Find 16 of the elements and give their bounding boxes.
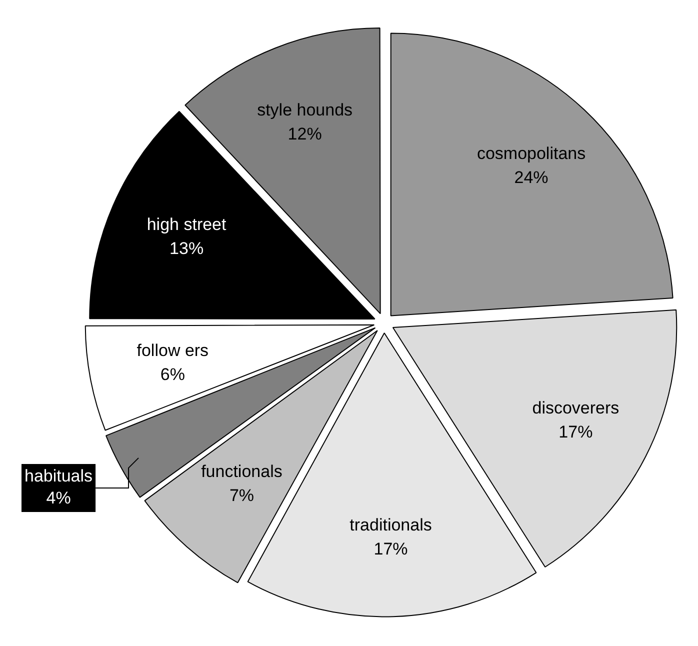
data-label: 17% xyxy=(558,422,593,442)
data-label: 24% xyxy=(514,168,548,187)
slice-label: habituals xyxy=(24,466,93,486)
data-label: 7% xyxy=(229,486,254,506)
slice-label: high street xyxy=(146,215,227,234)
slice-label: functionals xyxy=(201,462,282,482)
slice-label: follow ers xyxy=(136,341,209,360)
data-label: 13% xyxy=(170,239,204,258)
data-label: 6% xyxy=(160,365,185,384)
data-label: 17% xyxy=(374,540,408,559)
slice-label: style hounds xyxy=(257,100,353,120)
data-label: 12% xyxy=(288,124,322,144)
data-label: 4% xyxy=(46,488,71,508)
slice-label: cosmopolitans xyxy=(476,144,586,163)
slice-label: discoverers xyxy=(532,398,620,418)
slice-label: traditionals xyxy=(350,516,432,535)
